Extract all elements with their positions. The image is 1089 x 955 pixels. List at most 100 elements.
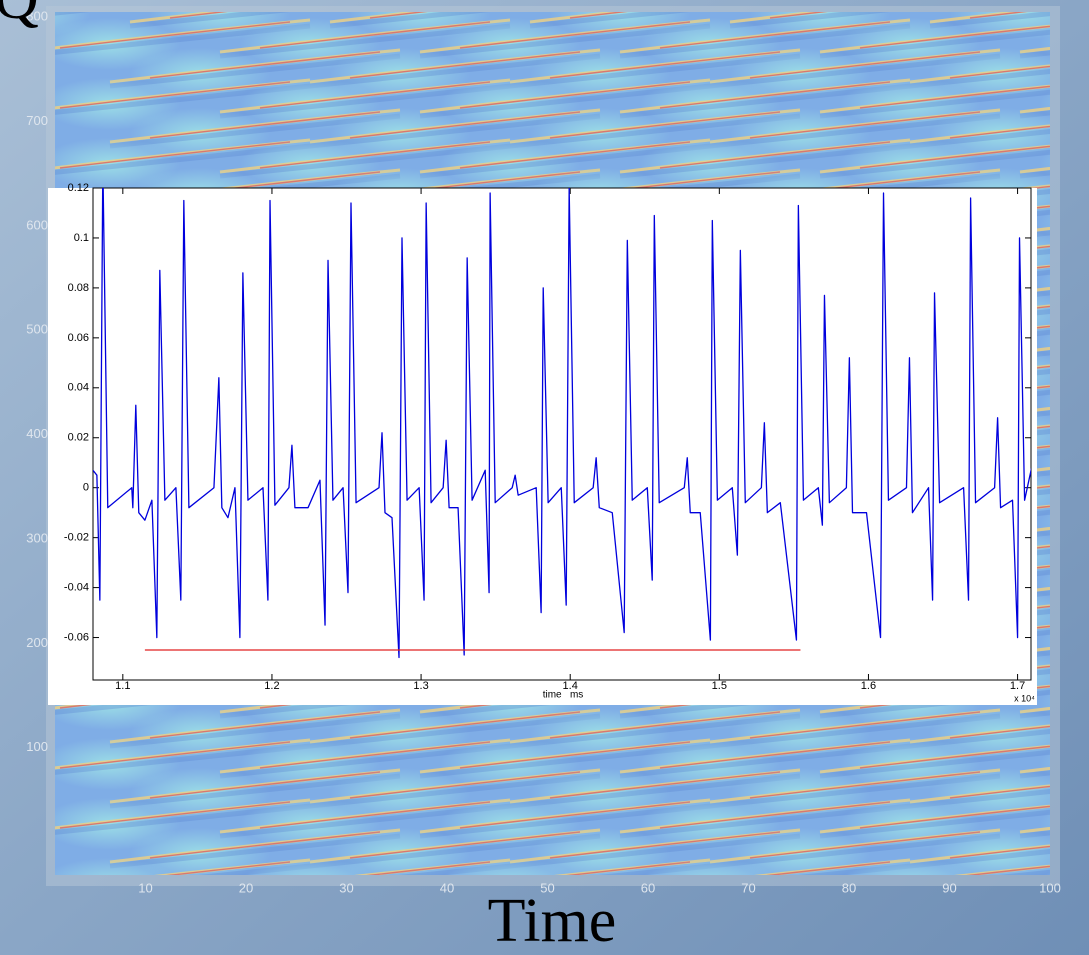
y-tick-label: 600 [26, 217, 48, 232]
y-tick-label: 500 [26, 322, 48, 337]
heat-streak [329, 12, 429, 24]
heat-streak-core [169, 12, 228, 19]
heat-streak-core [259, 141, 491, 169]
heat-streak-core [59, 21, 291, 49]
heat-blob [644, 858, 776, 875]
y-tick-label: -0.06 [64, 631, 89, 643]
heat-blob [1044, 870, 1050, 875]
heat-streak-core [259, 21, 491, 49]
y-tick-label: 800 [26, 9, 48, 24]
heat-blob [844, 858, 976, 875]
heat-streak-core [59, 81, 291, 109]
heat-streak-core [149, 111, 381, 139]
heat-shadow [819, 29, 1050, 59]
heat-streak [529, 12, 629, 24]
heat-streak-core [459, 81, 691, 109]
heat-shadow [729, 12, 888, 29]
heat-streak-core [59, 741, 291, 769]
heat-streak-core [659, 801, 891, 829]
x-tick-label: 30 [339, 880, 353, 895]
y-tick-label: 400 [26, 426, 48, 441]
x-tick-label: 40 [440, 880, 454, 895]
heat-shadow [819, 89, 1050, 119]
x-tick-label: 1.1 [115, 680, 130, 692]
heat-streak-core [659, 741, 891, 769]
heat-blob [444, 858, 576, 875]
heat-streak-core [659, 81, 891, 109]
heat-shadow [909, 788, 1050, 809]
heat-streak-core [766, 861, 891, 875]
heat-streak [909, 124, 1050, 144]
heat-streak-core [259, 741, 491, 769]
heat-shadow [909, 68, 1050, 89]
x-tick-label: 1.5 [712, 680, 727, 692]
heat-shadow [909, 728, 1050, 749]
heat-streak-core [549, 771, 781, 799]
heat-streak-core [459, 141, 691, 169]
heat-streak-core [369, 12, 428, 19]
heat-shadow [909, 848, 1050, 869]
y-tick-label: 0.02 [68, 432, 89, 444]
heat-streak-core [949, 125, 1050, 139]
heat-streak-core [349, 711, 581, 739]
heat-streak-core [349, 111, 581, 139]
x-tick-label: 20 [239, 880, 253, 895]
y-tick-label: 0.1 [74, 232, 89, 244]
heat-streak [729, 12, 829, 24]
heat-streak-core [949, 725, 1050, 739]
heat-streak-core [459, 741, 691, 769]
x-tick-label: 100 [1039, 880, 1061, 895]
heat-streak-core [769, 12, 828, 19]
heat-blob [244, 858, 376, 875]
inset-chart: -0.06 -0.04 -0.02 0 0.02 0.04 0.06 0.08 0.1 0.12 1… [48, 182, 1037, 705]
y-tick-label: 0.04 [68, 382, 89, 394]
heat-streak-core [259, 801, 491, 829]
heat-shadow [529, 12, 688, 29]
heat-streak-core [549, 711, 781, 739]
heat-streak-core [859, 745, 1050, 769]
heat-streak [929, 12, 1029, 24]
y-tick-label: 200 [26, 635, 48, 650]
x-tick-label: 10 [138, 880, 152, 895]
heat-streak-core [59, 141, 291, 169]
heat-shadow [819, 809, 1050, 839]
heat-shadow [819, 149, 1050, 179]
x-tick-label: 1.4 [563, 680, 578, 692]
y-tick-label: 0.12 [68, 182, 89, 194]
heat-streak [129, 12, 229, 24]
x-tick-multiplier: x 10⁴ [1014, 693, 1035, 703]
y-tick-label: 0.08 [68, 282, 89, 294]
heat-streak-core [149, 831, 381, 859]
heat-streak-core [659, 21, 891, 49]
x-tick-label: 60 [641, 880, 655, 895]
x-tick-label: 1.7 [1010, 680, 1025, 692]
heat-streak-core [149, 51, 381, 79]
y-tick-label: 0.06 [68, 332, 89, 344]
x-tick-label: 50 [540, 880, 554, 895]
heat-shadow [819, 749, 1050, 779]
inset-axes-frame [92, 187, 1032, 681]
y-tick-label: 700 [26, 113, 48, 128]
heat-streak-core [859, 805, 1050, 829]
heat-streak-core [969, 12, 1028, 19]
x-tick-label: 70 [741, 880, 755, 895]
heat-streak [909, 724, 1050, 744]
heat-streak-core [366, 861, 491, 875]
heat-streak-core [749, 51, 981, 79]
plot-lines [93, 188, 1031, 659]
x-tick-label: 80 [842, 880, 856, 895]
heat-streak-core [749, 111, 981, 139]
heat-streak-core [149, 771, 381, 799]
x-tick-label: 1.2 [264, 680, 279, 692]
heat-streak-core [859, 25, 1050, 49]
heat-streak-core [549, 111, 781, 139]
heat-streak-core [349, 831, 581, 859]
heat-streak-core [749, 771, 981, 799]
heat-streak-core [659, 141, 891, 169]
title: Q [0, 0, 39, 32]
heat-streak-core [166, 861, 291, 875]
heat-streak-core [859, 85, 1050, 109]
y-tick-label: 300 [26, 530, 48, 545]
heat-streak [909, 64, 1050, 84]
